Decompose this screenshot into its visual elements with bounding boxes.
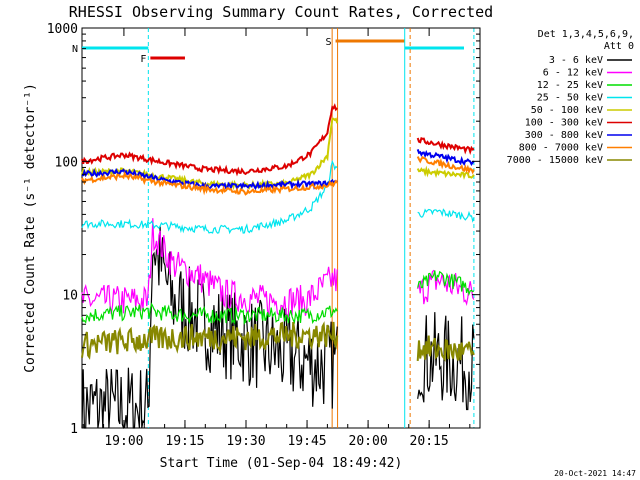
x-tick-label-5: 20:00	[349, 434, 388, 449]
legend: Det 1,3,4,5,6,9,Att 03 - 6 keV 6 - 12 keV…	[507, 29, 634, 166]
timestamp: 20-Oct-2021 14:47	[554, 469, 636, 478]
legend-label-8: 800 - 7000 keV	[519, 143, 603, 154]
flag-layer: N F S	[72, 37, 464, 65]
legend-label-5: 50 - 100 keV	[531, 105, 603, 116]
series-layer	[81, 103, 475, 429]
flag-label-f: F	[140, 54, 146, 65]
legend-label-1: 3 - 6 keV	[549, 55, 603, 66]
series-line-9-part2	[416, 335, 475, 362]
series-line-8-part2	[416, 155, 475, 175]
x-axis-label: Start Time (01-Sep-04 18:49:42)	[160, 456, 403, 471]
series-line-4	[81, 159, 338, 235]
legend-label-3: 12 - 25 keV	[537, 80, 603, 91]
series-line-1-part2	[417, 312, 475, 411]
axes-layer: 19:00 19:15 19:30 19:45 20:00 20:15 1 10 100 1000	[47, 22, 480, 449]
series-line-3	[81, 302, 338, 325]
legend-label-4: 25 - 50 keV	[537, 93, 603, 104]
legend-header-2: Att 0	[604, 41, 634, 52]
flag-label-s: S	[326, 37, 332, 48]
y-tick-label-3: 100	[55, 155, 78, 170]
y-tick-label-1: 1	[70, 422, 78, 437]
legend-label-2: 6 - 12 keV	[543, 68, 603, 79]
y-tick-label-4: 1000	[47, 22, 78, 37]
flag-label-n: N	[72, 44, 78, 55]
y-axis-label: Corrected Count Rate (s⁻¹ detector⁻¹)	[23, 83, 38, 373]
series-line-2	[81, 218, 338, 319]
series-line-6-part2	[416, 136, 475, 156]
x-tick-label-4: 19:45	[287, 434, 326, 449]
legend-header-1: Det 1,3,4,5,6,9,	[538, 29, 634, 40]
series-line-4-part2	[417, 208, 475, 223]
chart-title: RHESSI Observing Summary Count Rates, Co…	[69, 3, 493, 21]
x-tick-label-6: 20:15	[410, 434, 449, 449]
series-line-1	[81, 226, 338, 429]
x-tick-label-3: 19:30	[226, 434, 265, 449]
x-tick-label-1: 19:00	[104, 434, 143, 449]
series-line-7-part2	[416, 149, 475, 166]
legend-label-6: 100 - 300 keV	[525, 118, 603, 129]
series-line-6	[81, 103, 338, 177]
plot-frame	[81, 27, 481, 429]
marker-layer	[147, 28, 475, 428]
x-tick-label-2: 19:15	[165, 434, 204, 449]
series-line-5-part2	[416, 165, 475, 180]
series-line-3-part2	[417, 270, 475, 297]
series-line-9	[81, 321, 339, 360]
y-tick-label-2: 10	[62, 289, 78, 304]
legend-label-7: 300 - 800 keV	[525, 130, 603, 141]
legend-label-9: 7000 - 15000 keV	[507, 155, 603, 166]
series-line-8	[81, 170, 339, 196]
